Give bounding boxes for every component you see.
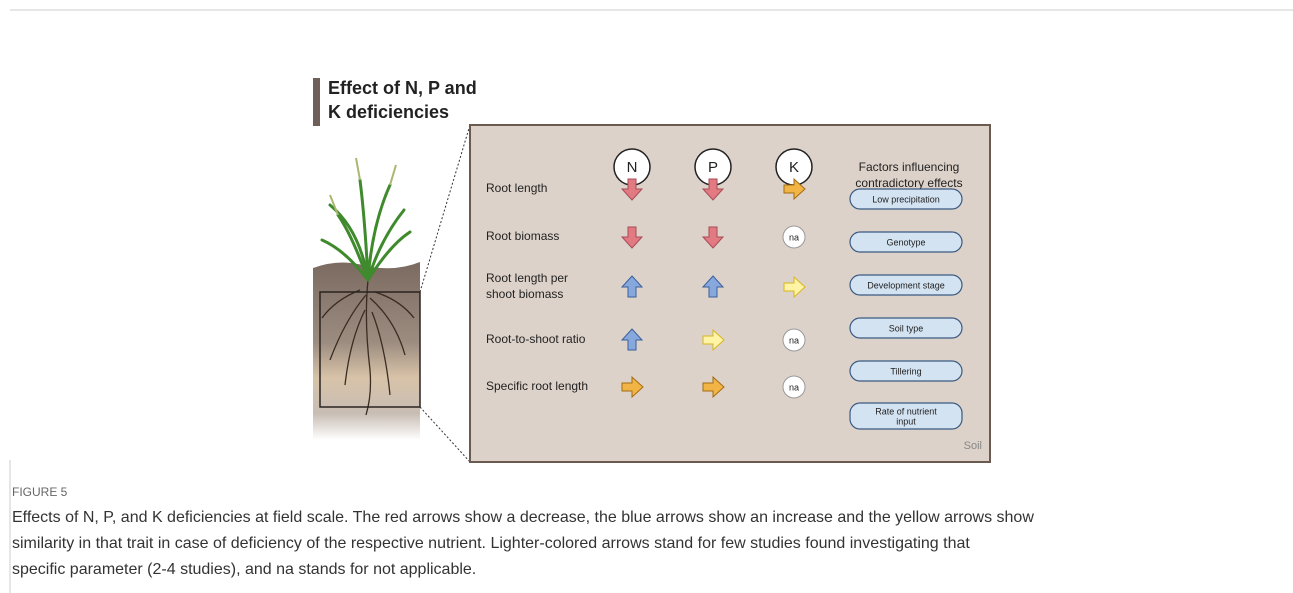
factor-label: Soil type bbox=[889, 323, 924, 333]
factor-label: Rate of nutrient bbox=[875, 406, 937, 416]
factors-header: Factors influencing bbox=[859, 160, 960, 174]
row-label: Root length bbox=[486, 181, 547, 195]
figure: Effect of N, P and K deficiencies Factor… bbox=[0, 0, 1293, 593]
na-label: na bbox=[789, 382, 799, 392]
factor-label: Tillering bbox=[890, 366, 921, 376]
nutrient-label: P bbox=[708, 159, 718, 176]
title: Effect of N, P and bbox=[328, 78, 477, 98]
caption: similarity in that trait in case of defi… bbox=[12, 535, 970, 552]
title: K deficiencies bbox=[328, 102, 449, 122]
caption-label: FIGURE 5 bbox=[12, 485, 68, 499]
factors-header: contradictory effects bbox=[855, 176, 962, 190]
caption: Effects of N, P, and K deficiencies at f… bbox=[12, 509, 1034, 526]
row-label: Root length per bbox=[486, 271, 568, 285]
factor-label: Genotype bbox=[886, 237, 925, 247]
row-label: Root-to-shoot ratio bbox=[486, 332, 586, 346]
plant-illustration bbox=[313, 125, 470, 462]
soil-label: Soil bbox=[964, 440, 982, 452]
factor-label: Low precipitation bbox=[872, 194, 940, 204]
factor-label: input bbox=[896, 416, 916, 426]
row-label: Root biomass bbox=[486, 229, 559, 243]
factor-label: Development stage bbox=[867, 280, 945, 290]
na-label: na bbox=[789, 335, 799, 345]
nutrient-label: N bbox=[627, 159, 638, 176]
nutrient-label: K bbox=[789, 159, 799, 176]
caption: specific parameter (2-4 studies), and na… bbox=[12, 561, 476, 578]
row-label: shoot biomass bbox=[486, 287, 563, 301]
title-bar bbox=[313, 78, 320, 126]
row-label: Specific root length bbox=[486, 379, 588, 393]
page: {"figure": { "title_lines": ["Effect of … bbox=[0, 0, 1293, 593]
na-label: na bbox=[789, 232, 799, 242]
